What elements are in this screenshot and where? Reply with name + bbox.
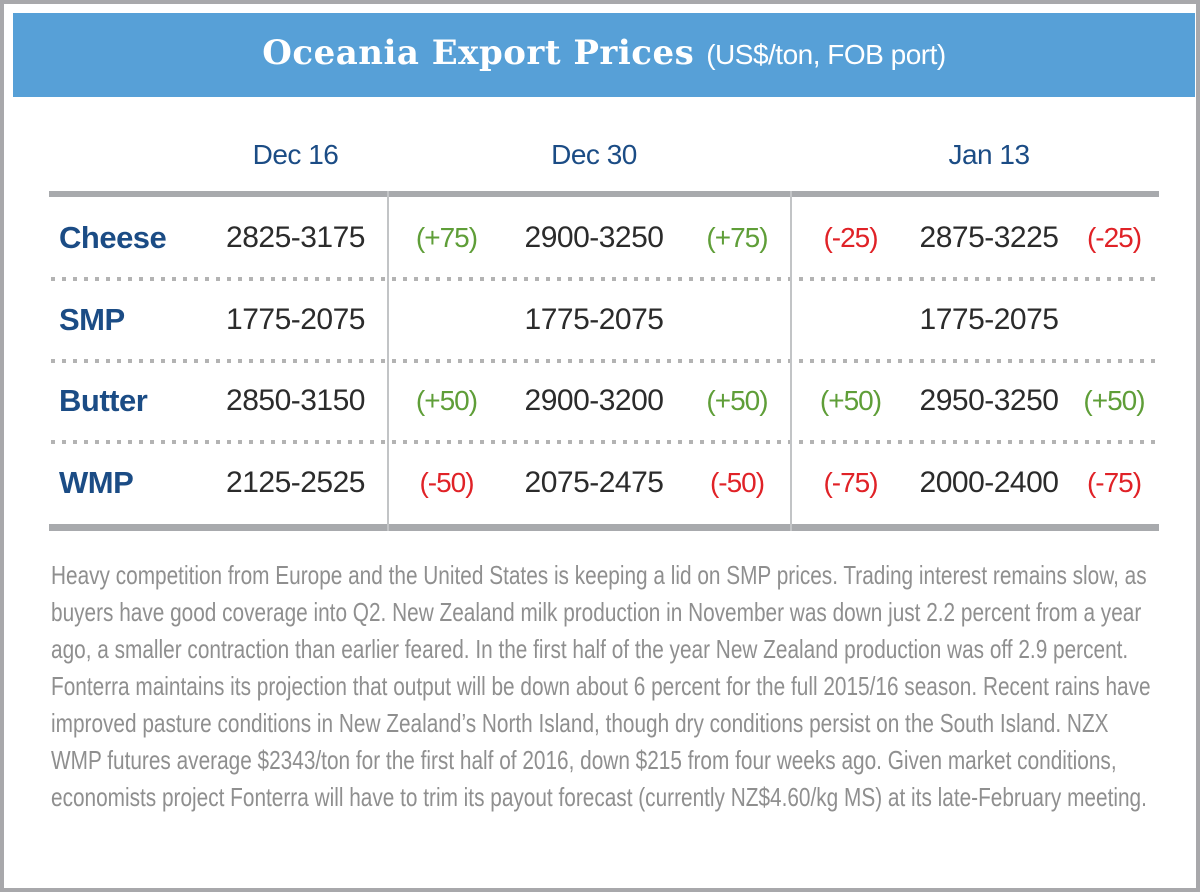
column-header-dec30: Dec 30 bbox=[551, 139, 637, 170]
title-group: Oceania Export Prices (US$/ton, FOB port… bbox=[262, 33, 946, 73]
price-dec16: 2125-2525 bbox=[226, 466, 365, 500]
price-dec30: 2075-2475 bbox=[524, 466, 664, 500]
column-divider-1 bbox=[387, 191, 389, 531]
change-jan13-right: (-75) bbox=[1086, 467, 1142, 499]
table-bottom-rule bbox=[49, 524, 1159, 531]
table-row-butter: Butter 2850-3150 (+50) 2900-3200 (+50) (… bbox=[49, 361, 1159, 444]
title-units: (US$/ton, FOB port) bbox=[706, 39, 946, 70]
change-jan13-left: (-25) bbox=[823, 221, 878, 253]
price-dec30: 2900-3200 bbox=[524, 384, 664, 418]
change-jan13-right: (-25) bbox=[1086, 221, 1142, 253]
price-table: Cheese 2825-3175 (+75) 2900-3250 (+75) (… bbox=[49, 197, 1159, 524]
price-jan13: 2875-3225 bbox=[919, 220, 1059, 254]
change-jan13-left: (-75) bbox=[823, 467, 878, 499]
date-header-row: Dec 16 Dec 30 Jan 13 bbox=[49, 126, 1159, 184]
price-jan13: 2000-2400 bbox=[919, 466, 1059, 500]
column-divider-2 bbox=[790, 191, 792, 531]
change-dec30-left: (-50) bbox=[419, 467, 474, 499]
price-dec30: 2900-3250 bbox=[524, 220, 664, 254]
price-jan13: 1775-2075 bbox=[919, 302, 1059, 336]
change-dec30-right: (+50) bbox=[706, 385, 768, 417]
change-jan13-right: (+50) bbox=[1083, 385, 1145, 417]
row-label: Cheese bbox=[59, 219, 167, 255]
title-banner: Oceania Export Prices (US$/ton, FOB port… bbox=[13, 13, 1195, 97]
change-dec30-right: (+75) bbox=[706, 221, 768, 253]
table-row-smp: SMP 1775-2075 1775-2075 1775-2075 bbox=[49, 279, 1159, 363]
column-header-jan13: Jan 13 bbox=[948, 139, 1030, 170]
price-dec16: 1775-2075 bbox=[226, 302, 365, 336]
price-dec30: 1775-2075 bbox=[524, 302, 664, 336]
change-dec30-left: (+75) bbox=[415, 221, 478, 253]
price-dec16: 2825-3175 bbox=[226, 220, 365, 254]
change-dec30-left: (+50) bbox=[415, 385, 478, 417]
row-label: Butter bbox=[59, 383, 148, 419]
column-header-dec16: Dec 16 bbox=[252, 139, 339, 170]
table-row-cheese: Cheese 2825-3175 (+75) 2900-3250 (+75) (… bbox=[49, 197, 1159, 281]
row-label: WMP bbox=[59, 465, 134, 501]
table-top-rule bbox=[49, 191, 1159, 197]
change-jan13-left: (+50) bbox=[819, 385, 882, 417]
row-label: SMP bbox=[59, 301, 125, 337]
price-jan13: 2950-3250 bbox=[919, 384, 1059, 418]
commentary-text: Heavy competition from Europe and the Un… bbox=[51, 560, 1151, 812]
price-dec16: 2850-3150 bbox=[226, 384, 365, 418]
table-row-wmp: WMP 2125-2525 (-50) 2075-2475 (-50) (-75… bbox=[49, 442, 1159, 524]
change-dec30-right: (-50) bbox=[709, 467, 765, 499]
page-title: Oceania Export Prices bbox=[262, 33, 695, 73]
